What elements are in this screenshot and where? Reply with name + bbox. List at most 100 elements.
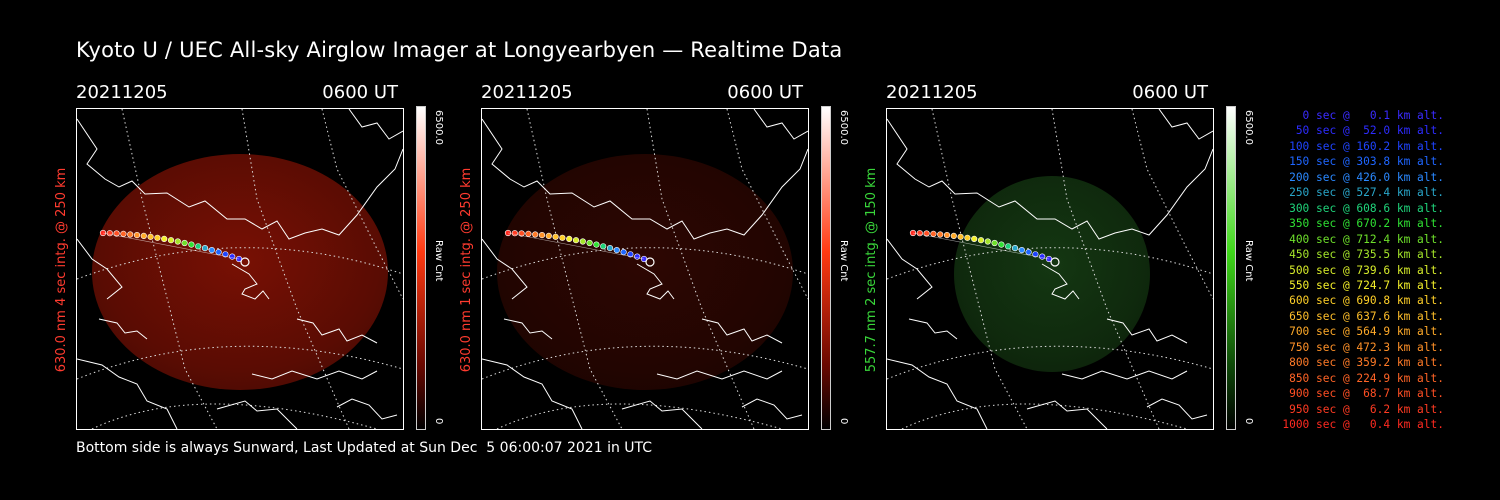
legend-item: 850 sec @ 224.9 km alt. [1289,371,1444,385]
trajectory-point [525,230,532,237]
colorbar-max: 6500.0 [838,110,849,145]
legend-item: 400 sec @ 712.4 km alt. [1289,232,1444,246]
trajectory [909,229,1060,267]
trajectory-point [538,231,546,239]
trajectory-point [634,253,641,260]
trajectory-point [120,230,127,237]
legend-item: 650 sec @ 637.6 km alt. [1289,309,1444,323]
trajectory-point [964,234,971,241]
trajectory-point [106,230,113,237]
trajectory-point [586,239,593,247]
trajectory-point [593,241,600,248]
panel-ylabel: 557.7 nm 2 sec intg. @ 150 km [864,167,879,373]
trajectory-point [188,241,195,248]
colorbar [416,106,426,430]
coastlines [887,109,1213,429]
trajectory-point [545,232,552,239]
trajectory-point [518,230,525,237]
trajectory-point [930,230,937,237]
station-marker [1050,257,1060,267]
legend-item: 550 sec @ 724.7 km alt. [1289,278,1444,292]
trajectory [99,229,250,267]
trajectory-point [147,233,154,240]
legend-item: 250 sec @ 527.4 km alt. [1289,186,1444,200]
airglow-sky [497,154,793,390]
colorbar-label: Raw Cnt [433,240,444,282]
trajectory-point [127,231,134,238]
colorbar-min: 0 [433,418,444,425]
trajectory-point [627,251,634,258]
map-grid [887,109,1213,429]
trajectory-point [511,230,518,237]
trajectory-point [613,247,620,254]
trajectory-point [1005,243,1012,250]
trajectory-point [971,235,978,242]
legend-item: 150 sec @ 303.8 km alt. [1289,155,1444,169]
panel-date: 20211205 [886,82,978,103]
coastlines [77,109,403,429]
legend-item: 200 sec @ 426.0 km alt. [1289,170,1444,184]
legend-item: 750 sec @ 472.3 km alt. [1289,340,1444,354]
trajectory-point [181,239,188,247]
page-title: Kyoto U / UEC All-sky Airglow Imager at … [76,38,843,62]
legend-item: 500 sec @ 739.6 km alt. [1289,263,1444,277]
legend-item: 350 sec @ 670.2 km alt. [1289,217,1444,231]
trajectory-point [195,243,202,250]
trajectory-point [977,237,985,244]
colorbar-min: 0 [838,418,849,425]
trajectory-point [943,231,951,239]
trajectory-point [600,243,607,250]
colorbar-max: 6500.0 [1243,110,1254,145]
trajectory-point [991,239,998,247]
panel-630nm-4sec: 20211205 0600 UT 630.0 nm 4 sec intg. @ … [54,80,476,440]
trajectory-point [161,235,168,242]
trajectory-point [984,238,991,245]
panel-557nm-2sec: 20211205 0600 UT 557.7 nm 2 sec intg. @ … [864,80,1286,440]
panel-630nm-1sec: 20211205 0600 UT 630.0 nm 1 sec intg. @ … [459,80,881,440]
allsky-image [886,108,1214,430]
trajectory [504,229,655,267]
panel-time: 0600 UT [1132,82,1208,103]
allsky-image [481,108,809,430]
colorbar-label: Raw Cnt [1243,240,1254,282]
legend-item: 1000 sec @ 0.4 km alt. [1282,418,1444,432]
trajectory-point [215,249,222,256]
panel-ylabel: 630.0 nm 4 sec intg. @ 250 km [54,167,69,373]
legend-item: 100 sec @ 160.2 km alt. [1289,139,1444,153]
colorbar [1226,106,1236,430]
colorbar-max: 6500.0 [433,110,444,145]
trajectory-point [998,241,1005,248]
trajectory-point [937,231,944,238]
trajectory-point [572,237,580,244]
trajectory-point [222,251,229,258]
station-marker [645,257,655,267]
allsky-image [76,108,404,430]
trajectory-point [201,245,209,252]
trajectory-point [1018,247,1025,254]
map-grid [77,109,403,429]
coastlines [482,109,808,429]
legend-item: 900 sec @ 68.7 km alt. [1289,387,1444,401]
legend-item: 600 sec @ 690.8 km alt. [1289,294,1444,308]
trajectory-point [620,249,627,256]
trajectory-point [532,231,539,238]
panel-date: 20211205 [76,82,168,103]
legend-item: 0 sec @ 0.1 km alt. [1302,109,1444,122]
legend-item: 300 sec @ 608.6 km alt. [1289,201,1444,215]
trajectory-point [950,232,957,239]
trajectory-point [606,245,614,252]
trajectory-point [154,234,161,241]
legend-item: 700 sec @ 564.9 km alt. [1289,325,1444,339]
panel-ylabel: 630.0 nm 1 sec intg. @ 250 km [459,167,474,373]
colorbar-min: 0 [1243,418,1254,425]
map-grid [482,109,808,429]
trajectory-point [229,253,236,260]
trajectory-legend: 0 sec @ 0.1 km alt. 50 sec @ 52.0 km alt.… [1262,108,1444,433]
colorbar [821,106,831,430]
panel-time: 0600 UT [727,82,803,103]
panel-date: 20211205 [481,82,573,103]
legend-item: 800 sec @ 359.2 km alt. [1289,356,1444,370]
trajectory-point [1025,249,1032,256]
trajectory-point [208,247,215,254]
legend-item: 450 sec @ 735.5 km alt. [1289,248,1444,262]
